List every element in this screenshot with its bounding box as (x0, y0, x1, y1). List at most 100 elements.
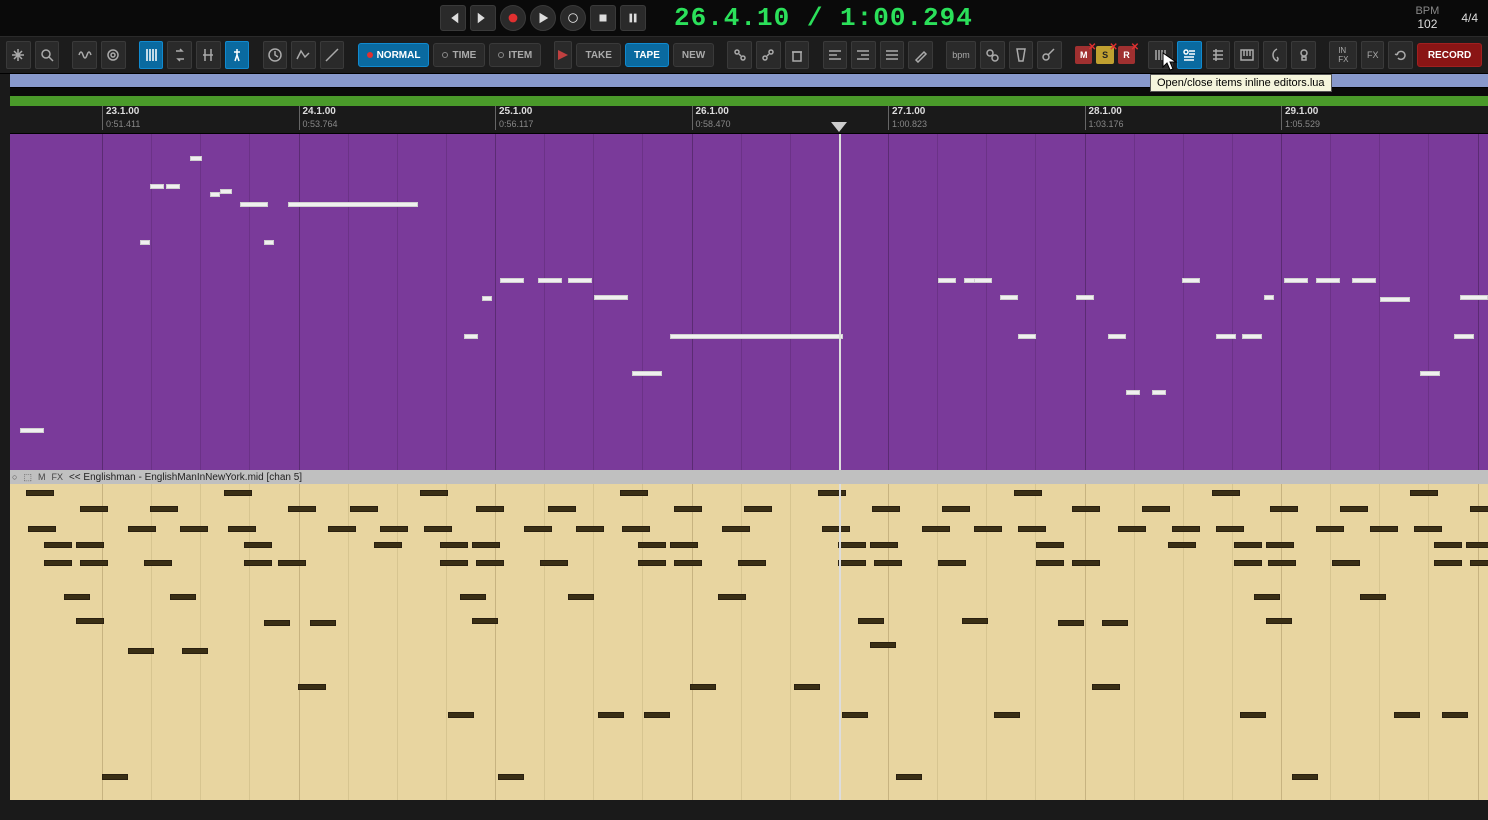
midi-note[interactable] (870, 542, 898, 548)
mode-normal[interactable]: NORMAL (358, 43, 430, 67)
tool-midi3[interactable] (1206, 41, 1231, 69)
tool-group2[interactable] (756, 41, 781, 69)
midi-note[interactable] (28, 526, 56, 532)
tool-align2[interactable] (851, 41, 876, 69)
midi-note[interactable] (210, 192, 220, 197)
midi-note[interactable] (350, 506, 378, 512)
record-toggle[interactable]: RECORD (1417, 43, 1482, 67)
midi-note[interactable] (464, 334, 478, 339)
midi-note[interactable] (568, 594, 594, 600)
midi-note[interactable] (20, 428, 44, 433)
midi-note[interactable] (228, 526, 256, 532)
midi-note[interactable] (842, 712, 868, 718)
midi-note[interactable] (448, 712, 474, 718)
midi-note[interactable] (482, 296, 492, 301)
midi-note[interactable] (638, 542, 666, 548)
midi-note[interactable] (1460, 295, 1488, 300)
midi-note[interactable] (1092, 684, 1120, 690)
midi-note[interactable] (1142, 506, 1170, 512)
tool-align3[interactable] (880, 41, 905, 69)
midi-note[interactable] (170, 594, 196, 600)
tool-align1[interactable] (823, 41, 848, 69)
midi-note[interactable] (1370, 526, 1398, 532)
midi-note[interactable] (460, 594, 486, 600)
tool-delete[interactable] (785, 41, 810, 69)
midi-note[interactable] (738, 560, 766, 566)
midi-note[interactable] (1212, 490, 1240, 496)
midi-note[interactable] (1394, 712, 1420, 718)
tool-clock[interactable] (263, 41, 288, 69)
tool-light[interactable] (1291, 41, 1316, 69)
midi-note[interactable] (44, 542, 72, 548)
midi-note[interactable] (524, 526, 552, 532)
midi-note[interactable] (974, 278, 992, 283)
midi-note[interactable] (722, 526, 750, 532)
time-display[interactable]: 26.4.10 / 1:00.294 (674, 3, 973, 33)
midi-note[interactable] (938, 278, 956, 283)
goto-start-button[interactable] (440, 5, 466, 31)
tool-gear[interactable] (101, 41, 126, 69)
badge-mute[interactable]: M✕ (1075, 46, 1092, 64)
tool-crosshair[interactable] (6, 41, 31, 69)
midi-note[interactable] (1254, 594, 1280, 600)
midi-note[interactable] (548, 506, 576, 512)
midi-note[interactable] (476, 506, 504, 512)
midi-note[interactable] (540, 560, 568, 566)
midi-note[interactable] (244, 560, 272, 566)
midi-note[interactable] (264, 240, 274, 245)
midi-note[interactable] (1058, 620, 1084, 626)
midi-note[interactable] (476, 560, 504, 566)
midi-note[interactable] (224, 490, 252, 496)
midi-note[interactable] (576, 526, 604, 532)
tool-clef[interactable] (1263, 41, 1288, 69)
midi-note[interactable] (1292, 774, 1318, 780)
midi-note[interactable] (922, 526, 950, 532)
playhead[interactable] (839, 484, 841, 800)
midi-note[interactable] (622, 526, 650, 532)
midi-item-purple[interactable] (10, 134, 1488, 470)
midi-note[interactable] (64, 594, 90, 600)
midi-note[interactable] (874, 560, 902, 566)
tool-key[interactable] (1037, 41, 1062, 69)
midi-note[interactable] (974, 526, 1002, 532)
tool-midi1[interactable] (1148, 41, 1173, 69)
midi-note[interactable] (938, 560, 966, 566)
tool-metronome[interactable] (1009, 41, 1034, 69)
midi-note[interactable] (150, 184, 164, 189)
midi-note[interactable] (1332, 560, 1360, 566)
midi-note[interactable] (1284, 278, 1308, 283)
midi-note[interactable] (1216, 334, 1236, 339)
midi-note[interactable] (670, 542, 698, 548)
midi-note[interactable] (1018, 526, 1046, 532)
midi-note[interactable] (1036, 560, 1064, 566)
midi-note[interactable] (718, 594, 746, 600)
midi-note[interactable] (1168, 542, 1196, 548)
midi-note[interactable] (638, 560, 666, 566)
midi-note[interactable] (822, 526, 850, 532)
midi-note[interactable] (896, 774, 922, 780)
midi-note[interactable] (670, 334, 843, 339)
mode-new[interactable]: NEW (673, 43, 714, 67)
midi-note[interactable] (440, 560, 468, 566)
midi-note[interactable] (1076, 295, 1094, 300)
midi-note[interactable] (1360, 594, 1386, 600)
midi-note[interactable] (598, 712, 624, 718)
tool-fx[interactable]: FX (1361, 41, 1384, 69)
midi-note[interactable] (380, 526, 408, 532)
midi-note[interactable] (644, 712, 670, 718)
midi-note[interactable] (1102, 620, 1128, 626)
timesig-display[interactable]: 4/4 (1461, 11, 1478, 25)
goto-end-button[interactable] (470, 5, 496, 31)
midi-note[interactable] (76, 542, 104, 548)
midi-note[interactable] (1268, 560, 1296, 566)
midi-note[interactable] (128, 648, 154, 654)
midi-note[interactable] (1118, 526, 1146, 532)
arrange-area-purple[interactable] (10, 134, 1488, 470)
tool-inline-editor[interactable] (1177, 41, 1202, 69)
midi-note[interactable] (818, 490, 846, 496)
midi-note[interactable] (440, 542, 468, 548)
badge-solo[interactable]: S✕ (1096, 46, 1113, 64)
midi-note[interactable] (568, 278, 592, 283)
tool-group[interactable] (727, 41, 752, 69)
midi-note[interactable] (858, 618, 884, 624)
